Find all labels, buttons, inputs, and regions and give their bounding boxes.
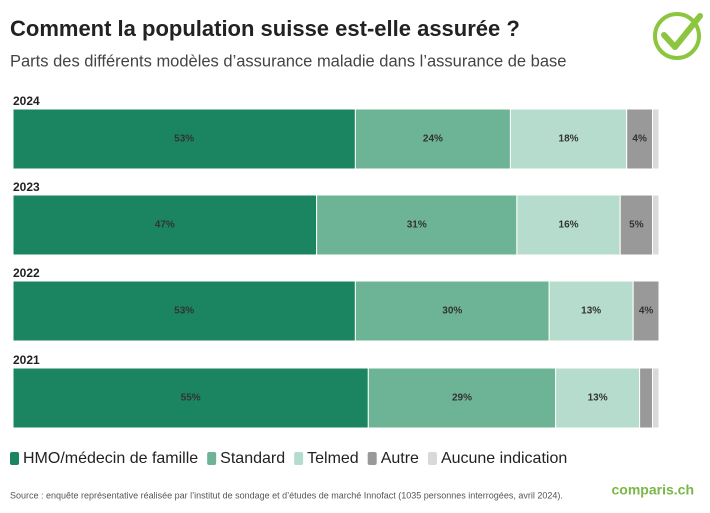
- legend-label: Autre: [381, 450, 419, 467]
- data-label: 4%: [639, 306, 654, 317]
- bar-segment: [12, 280, 356, 342]
- bar-segment: [626, 108, 654, 170]
- data-label: 16%: [559, 220, 579, 231]
- legend-swatch: [294, 452, 304, 465]
- chart-subtitle: Parts des différents modèles d’assurance…: [10, 52, 566, 70]
- data-label: 30%: [442, 306, 462, 317]
- bar-segment: [652, 108, 660, 170]
- logo: comparis.ch: [612, 482, 694, 498]
- bar-segment: [316, 194, 518, 256]
- legend-swatch: [207, 452, 217, 465]
- bar-segment: [548, 280, 634, 342]
- bar-segment: [639, 367, 654, 429]
- data-label: 53%: [174, 306, 194, 317]
- data-label: 29%: [452, 393, 472, 404]
- data-label: 4%: [632, 134, 647, 145]
- data-label: 18%: [559, 134, 579, 145]
- legend-swatch: [367, 452, 377, 465]
- data-label: 55%: [181, 393, 201, 404]
- data-label: 31%: [407, 220, 427, 231]
- legend-swatch: [10, 452, 19, 465]
- data-label: 5%: [629, 220, 644, 231]
- bar-segment: [516, 194, 621, 256]
- year-label: 2023: [13, 180, 40, 194]
- year-label: 2022: [13, 266, 40, 280]
- bar-segment: [12, 367, 369, 429]
- bar-segment: [509, 108, 628, 170]
- bar-segment: [367, 367, 557, 429]
- data-label: 13%: [588, 393, 608, 404]
- legend-swatch: [427, 452, 437, 465]
- bar-segment: [12, 194, 318, 256]
- year-label: 2024: [13, 94, 40, 108]
- bar-segment: [555, 367, 641, 429]
- legend-label: Standard: [220, 450, 285, 467]
- bar-segment: [652, 194, 660, 256]
- bar-segment: [652, 367, 660, 429]
- data-label: 24%: [423, 134, 443, 145]
- legend-label: Aucune indication: [441, 450, 567, 467]
- data-label: 47%: [155, 220, 175, 231]
- chart-title: Comment la population suisse est-elle as…: [10, 16, 520, 41]
- bar-segment: [12, 108, 356, 170]
- bar-segment: [619, 194, 654, 256]
- data-label: 53%: [174, 134, 194, 145]
- data-label: 13%: [581, 306, 601, 317]
- check-icon: [653, 12, 703, 60]
- legend-label: Telmed: [307, 450, 359, 467]
- bar-segment: [632, 280, 660, 342]
- year-label: 2021: [13, 353, 40, 367]
- source-note: Source : enquête représentative réalisée…: [10, 490, 563, 500]
- legend-label: HMO/médecin de famille: [23, 450, 198, 467]
